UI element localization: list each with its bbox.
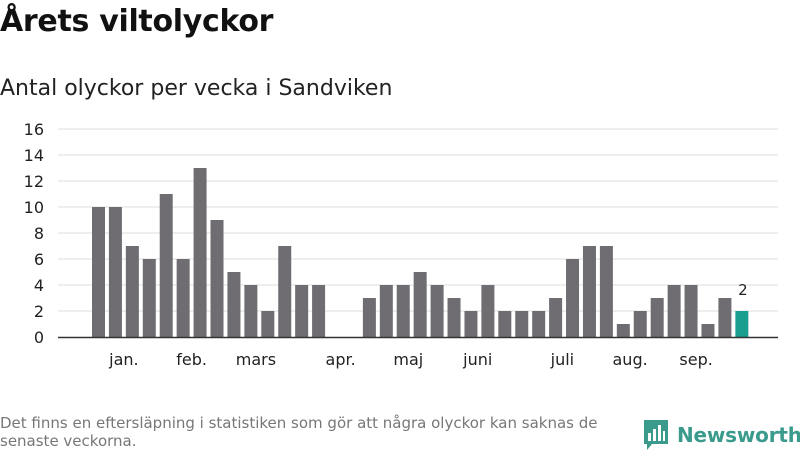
x-tick-label: sep.	[679, 350, 712, 369]
bar	[142, 259, 156, 337]
footnote: Det finns en eftersläpning i statistiken…	[0, 414, 598, 450]
bar	[244, 285, 258, 337]
bar	[701, 324, 715, 337]
x-tick-label: apr.	[326, 350, 356, 369]
y-tick-label: 8	[34, 224, 44, 243]
y-tick-label: 0	[34, 328, 44, 347]
bar	[481, 285, 495, 337]
y-tick-label: 2	[34, 302, 44, 321]
bar	[261, 311, 275, 337]
bar	[108, 207, 122, 337]
bar	[125, 246, 139, 337]
chart-subtitle: Antal olyckor per vecka i Sandviken	[0, 76, 393, 101]
bar-chart: 0 2 4 6 8 10 12 14 16 jan. feb. mars apr. maj juni jul…	[24, 120, 778, 369]
bar	[616, 324, 630, 337]
bar	[582, 246, 596, 337]
bar	[312, 285, 326, 337]
x-tick-label: mars	[236, 350, 276, 369]
bar	[210, 220, 224, 337]
y-tick-label: 10	[24, 198, 44, 217]
bar	[193, 168, 207, 337]
bar	[718, 298, 732, 337]
bar	[498, 311, 512, 337]
y-tick-label: 12	[24, 172, 44, 191]
bar	[278, 246, 292, 337]
bar	[396, 285, 410, 337]
newsworthy-logo-icon	[644, 420, 668, 450]
bar	[159, 194, 173, 337]
bar	[295, 285, 309, 337]
bar	[633, 311, 647, 337]
x-tick-label: maj	[393, 350, 423, 369]
bar	[362, 298, 376, 337]
x-tick-label: aug.	[613, 350, 648, 369]
bar	[447, 298, 461, 337]
y-tick-label: 16	[24, 120, 44, 139]
brand[interactable]: Newsworthy	[644, 420, 800, 450]
bar	[532, 311, 546, 337]
brand-name: Newsworthy	[677, 423, 800, 447]
y-axis-ticks: 0 2 4 6 8 10 12 14 16	[24, 120, 44, 347]
chart-title: Årets viltolyckor	[0, 4, 274, 39]
bar	[464, 311, 478, 337]
bar	[430, 285, 444, 337]
bar	[549, 298, 563, 337]
bar	[379, 285, 393, 337]
x-tick-label: jan.	[108, 350, 138, 369]
bar	[413, 272, 427, 337]
x-tick-label: juli	[550, 350, 574, 369]
bar	[566, 259, 580, 337]
y-tick-label: 4	[34, 276, 44, 295]
x-tick-label: juni	[462, 350, 492, 369]
bar	[92, 207, 105, 337]
x-tick-label: feb.	[176, 350, 207, 369]
bars	[92, 168, 749, 337]
data-labels: 2	[738, 281, 748, 299]
x-axis-ticks: jan. feb. mars apr. maj juni juli aug. sep.	[108, 350, 713, 369]
bar	[599, 246, 613, 337]
bar	[227, 272, 241, 337]
bar	[176, 259, 190, 337]
data-label-latest: 2	[738, 281, 748, 299]
y-tick-label: 6	[34, 250, 44, 269]
y-tick-label: 14	[24, 146, 44, 165]
bar	[515, 311, 529, 337]
bar	[684, 285, 698, 337]
bar	[667, 285, 681, 337]
bar	[650, 298, 664, 337]
bar-highlight	[735, 311, 749, 337]
